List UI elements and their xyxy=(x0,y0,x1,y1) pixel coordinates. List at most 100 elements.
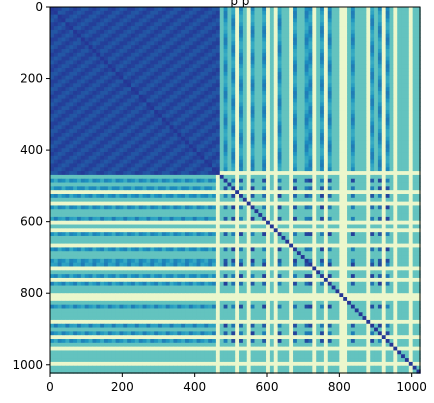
heatmap-cell xyxy=(350,106,356,111)
heatmap-cell xyxy=(107,68,113,73)
heatmap-cell xyxy=(57,182,62,187)
heatmap-cell xyxy=(231,117,236,122)
heatmap-cell xyxy=(296,167,302,172)
heatmap-cell xyxy=(96,52,101,57)
heatmap-cell xyxy=(165,159,170,164)
heatmap-cell xyxy=(69,163,74,168)
heatmap-cell xyxy=(227,178,232,183)
heatmap-cell xyxy=(177,90,182,96)
heatmap-cell xyxy=(208,71,213,77)
heatmap-cell xyxy=(258,29,263,35)
heatmap-cell xyxy=(196,45,201,50)
heatmap-cell xyxy=(65,163,70,168)
heatmap-cell xyxy=(127,71,132,77)
heatmap-cell xyxy=(235,94,240,99)
heatmap-cell xyxy=(77,136,82,141)
heatmap-cell xyxy=(404,132,410,138)
heatmap-cell xyxy=(370,190,375,195)
heatmap-cell xyxy=(246,129,251,134)
heatmap-cell xyxy=(212,201,217,206)
heatmap-cell xyxy=(258,83,263,88)
heatmap-cell xyxy=(358,68,363,73)
heatmap-cell xyxy=(262,68,267,73)
heatmap-cell xyxy=(401,33,406,38)
heatmap-cell xyxy=(377,121,383,126)
heatmap-cell xyxy=(389,144,394,149)
heatmap-cell xyxy=(88,201,93,206)
heatmap-cell xyxy=(73,68,78,73)
heatmap-cell xyxy=(188,33,194,38)
heatmap-cell xyxy=(354,190,360,195)
heatmap-cell xyxy=(300,79,306,84)
heatmap-cell xyxy=(308,60,313,65)
heatmap-cell xyxy=(401,52,406,57)
heatmap-cell xyxy=(119,106,124,111)
heatmap-cell xyxy=(181,64,186,69)
heatmap-cell xyxy=(88,83,93,88)
heatmap-cell xyxy=(404,125,410,130)
heatmap-cell xyxy=(246,113,251,119)
heatmap-cell xyxy=(215,129,221,134)
heatmap-cell xyxy=(154,182,159,187)
heatmap-cell xyxy=(223,45,228,50)
heatmap-cell xyxy=(111,48,116,54)
heatmap-cell xyxy=(231,90,236,96)
heatmap-cell xyxy=(258,174,263,180)
heatmap-cell xyxy=(146,148,151,153)
heatmap-cell xyxy=(57,33,62,38)
heatmap-cell xyxy=(235,56,240,61)
heatmap-cell xyxy=(65,113,70,119)
heatmap-cell xyxy=(173,163,178,168)
heatmap-cell xyxy=(200,182,205,187)
heatmap-cell xyxy=(304,83,309,88)
heatmap-cell xyxy=(127,60,132,65)
heatmap-cell xyxy=(347,106,352,111)
heatmap-cell xyxy=(289,87,294,92)
heatmap-cell xyxy=(343,71,348,77)
heatmap-cell xyxy=(154,45,159,50)
heatmap-cell xyxy=(104,129,109,134)
heatmap-cell xyxy=(331,94,336,99)
heatmap-cell xyxy=(327,37,333,42)
heatmap-cell xyxy=(212,98,217,103)
heatmap-cell xyxy=(250,29,255,35)
heatmap-cell xyxy=(111,37,116,42)
heatmap-cell xyxy=(115,26,120,31)
heatmap-cell xyxy=(200,45,205,50)
heatmap-cell xyxy=(138,197,143,203)
heatmap-cell xyxy=(277,60,282,65)
heatmap-cell xyxy=(408,48,414,54)
heatmap-cell xyxy=(227,167,232,172)
heatmap-cell xyxy=(231,197,236,203)
heatmap-cell xyxy=(374,152,379,157)
heatmap-cell xyxy=(231,155,236,161)
heatmap-cell xyxy=(277,110,282,115)
heatmap-cell xyxy=(327,186,333,191)
heatmap-cell xyxy=(262,48,267,54)
heatmap-cell xyxy=(173,71,178,77)
heatmap-cell xyxy=(358,7,363,12)
heatmap-cell xyxy=(389,113,394,119)
heatmap-cell xyxy=(161,45,167,50)
heatmap-cell xyxy=(339,98,344,103)
heatmap-cell xyxy=(293,68,298,73)
heatmap-cell xyxy=(300,75,306,80)
heatmap-cell xyxy=(385,136,390,141)
heatmap-cell xyxy=(254,113,259,119)
heatmap-cell xyxy=(50,197,55,203)
heatmap-cell xyxy=(61,41,66,46)
heatmap-cell xyxy=(293,52,298,57)
heatmap-cell xyxy=(258,68,263,73)
heatmap-cell xyxy=(92,14,97,19)
heatmap-cell xyxy=(289,190,294,195)
heatmap-cell xyxy=(404,129,410,134)
heatmap-cell xyxy=(389,194,394,199)
heatmap-cell xyxy=(185,41,190,46)
heatmap-cell xyxy=(150,26,155,31)
heatmap-cell xyxy=(335,52,340,57)
heatmap-cell xyxy=(158,41,163,46)
heatmap-cell xyxy=(296,171,302,176)
heatmap-cell xyxy=(161,159,167,164)
heatmap-cell xyxy=(188,68,194,73)
heatmap-cell xyxy=(53,41,59,46)
